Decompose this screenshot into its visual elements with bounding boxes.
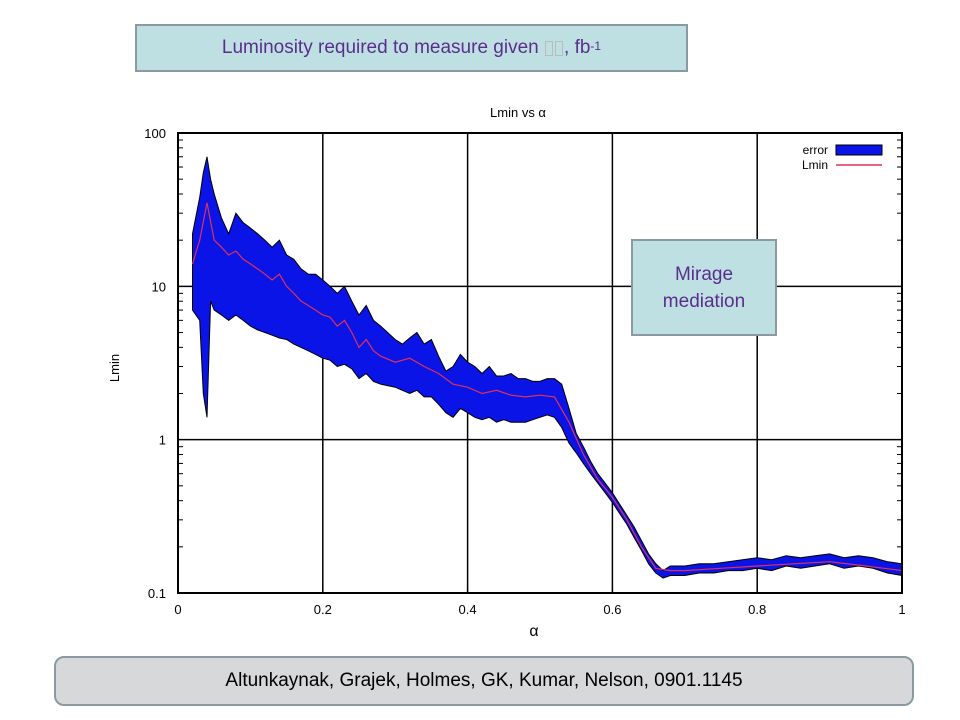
slide-title-unit: , fb	[564, 37, 591, 58]
mirage-annotation: Mirage mediation	[631, 239, 777, 336]
slide-title: Luminosity required to measure given , f…	[135, 24, 688, 72]
mirage-line-1: Mirage	[674, 263, 734, 285]
lmin-line	[191, 202, 903, 572]
error-band	[192, 156, 903, 579]
missing-glyph-icon	[555, 40, 564, 56]
x-tick-label: 0.4	[459, 602, 477, 617]
y-tick-label: 10	[152, 279, 166, 294]
missing-glyph-icon	[545, 40, 554, 56]
mirage-line-2: mediation	[662, 290, 746, 312]
citation-footer: Altunkaynak, Grajek, Holmes, GK, Kumar, …	[54, 656, 914, 706]
x-tick-label: 0.8	[748, 602, 766, 617]
plot-frame	[177, 132, 903, 594]
slide-title-exponent: -1	[590, 39, 602, 53]
legend-swatch-error	[835, 144, 883, 156]
legend-label-lmin: Lmin	[802, 158, 828, 172]
y-tick-label: 0.1	[148, 586, 166, 601]
x-tick-label: 0	[174, 602, 181, 617]
chart-title: Lmin vs α	[490, 105, 546, 120]
x-tick-label: 1	[898, 602, 905, 617]
y-tick-label: 1	[159, 433, 166, 448]
x-axis-label: α	[529, 623, 538, 640]
x-tick-label: 0.2	[314, 602, 332, 617]
y-tick-label: 100	[144, 126, 166, 141]
citation-text: Altunkaynak, Grajek, Holmes, GK, Kumar, …	[225, 670, 743, 691]
legend-label-error: error	[803, 143, 828, 157]
y-axis-label: Lmin	[107, 354, 122, 382]
slide-title-text: Luminosity required to measure given	[221, 37, 539, 58]
x-tick-label: 0.6	[603, 602, 621, 617]
